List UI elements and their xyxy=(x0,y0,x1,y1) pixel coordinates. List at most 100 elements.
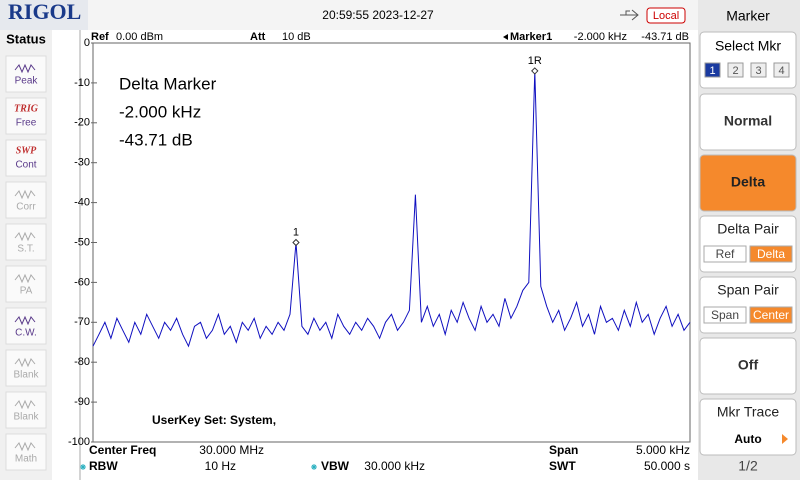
y-tick-label: -20 xyxy=(74,117,90,129)
menu-text: 1/2 xyxy=(738,458,758,474)
y-tick-label: 0 xyxy=(84,37,90,49)
pair-option[interactable] xyxy=(749,245,793,263)
menu-text: Delta xyxy=(731,174,765,190)
arrow xyxy=(782,434,788,444)
status-label: PA xyxy=(20,286,33,297)
info: -2.000 kHz xyxy=(574,31,627,43)
star xyxy=(80,464,86,470)
plot-frame xyxy=(92,42,691,443)
marker xyxy=(531,67,539,75)
mkr-option[interactable] xyxy=(727,62,744,78)
status-tile xyxy=(5,223,47,261)
chart: 0 -10 -20 -30 -40 -50 -60 -70 -80 -90 -100 Ref 0.00 … xyxy=(68,30,691,480)
status-item[interactable]: SWP Cont xyxy=(5,139,47,177)
menu-button[interactable] xyxy=(699,337,797,395)
mkr-option-label: 2 xyxy=(732,65,738,77)
mkr-option[interactable] xyxy=(704,62,721,78)
y-tick-label: -90 xyxy=(74,396,90,408)
footer: Span xyxy=(549,443,578,457)
status-item[interactable]: Peak xyxy=(5,55,47,93)
footer: 5.000 kHz xyxy=(636,443,690,457)
y-tick-label: -70 xyxy=(74,316,90,328)
status-label: Corr xyxy=(16,202,36,213)
mkr-option-label: 3 xyxy=(755,65,761,77)
y-tick-label: -80 xyxy=(74,356,90,368)
userkey: UserKey Set: System, xyxy=(152,413,276,427)
status-tile xyxy=(5,433,47,471)
trace xyxy=(92,70,691,348)
menu-button[interactable] xyxy=(699,398,797,456)
status-item[interactable]: Corr xyxy=(5,181,47,219)
status-item[interactable]: PA xyxy=(5,265,47,303)
status-label: Cont xyxy=(15,160,36,171)
status-icon xyxy=(14,63,36,74)
mkr-option[interactable] xyxy=(750,62,767,78)
info: 0.00 dBm xyxy=(116,31,163,43)
menu-text: Span xyxy=(711,308,739,322)
usb-icon xyxy=(620,9,639,21)
footer: 30.000 MHz xyxy=(199,443,264,457)
status-label: S.T. xyxy=(17,244,34,255)
status-icon xyxy=(14,231,36,242)
y-tick-label: -30 xyxy=(74,157,90,169)
annotation: -2.000 kHz xyxy=(119,102,201,121)
status-item[interactable]: C.W. xyxy=(5,307,47,345)
top-bar xyxy=(0,0,698,30)
footer: 50.000 s xyxy=(644,459,690,473)
local-box xyxy=(646,7,686,24)
status-label: C.W. xyxy=(15,328,37,339)
status-tile xyxy=(5,265,47,303)
menu-text: Off xyxy=(738,357,759,373)
datetime: 20:59:55 2023-12-27 xyxy=(322,8,434,22)
menu-button[interactable] xyxy=(699,154,797,212)
footer: VBW xyxy=(321,459,350,473)
footer: 10 Hz xyxy=(205,459,236,473)
annotation: -43.71 dB xyxy=(119,130,193,149)
pair-option[interactable] xyxy=(703,245,747,263)
status-title: Status xyxy=(6,31,46,46)
menu-text: Mkr Trace xyxy=(717,404,779,420)
status-label: Math xyxy=(15,454,37,465)
marker-label: 1R xyxy=(528,55,542,67)
info: Ref xyxy=(91,31,109,43)
status-item[interactable]: TRIG Free xyxy=(5,97,47,135)
menu-text: Normal xyxy=(724,113,772,129)
status-tile xyxy=(5,349,47,387)
footer: SWT xyxy=(549,459,576,473)
menu-text: Delta Pair xyxy=(717,221,779,237)
marker xyxy=(292,238,300,247)
footer: RBW xyxy=(89,459,118,473)
y-tick-label: -10 xyxy=(74,77,90,89)
status-icon xyxy=(14,399,36,410)
info: 10 dB xyxy=(282,31,311,43)
status-icon xyxy=(14,315,36,326)
marker-label: 1 xyxy=(293,226,299,238)
mkr-option-label: 1 xyxy=(709,65,715,77)
menu-text: Span Pair xyxy=(717,282,779,298)
pair-option[interactable] xyxy=(749,306,793,324)
status-label: Blank xyxy=(13,412,39,423)
info: -43.71 dB xyxy=(641,31,689,43)
menu-button[interactable] xyxy=(699,93,797,151)
status-tile xyxy=(5,55,47,93)
menu-button[interactable] xyxy=(699,31,797,89)
mkr-option-label: 4 xyxy=(778,65,784,77)
menu-text: Select Mkr xyxy=(715,38,781,54)
status-item[interactable]: Blank xyxy=(5,391,47,429)
y-tick-label: -50 xyxy=(74,236,90,248)
status-label: Free xyxy=(16,118,37,129)
status-item[interactable]: Blank xyxy=(5,349,47,387)
pair-option[interactable] xyxy=(703,306,747,324)
status-item[interactable]: S.T. xyxy=(5,223,47,261)
menu-text: Ref xyxy=(716,247,735,261)
status-tile xyxy=(5,391,47,429)
info: Marker1 xyxy=(510,31,552,43)
mkr-option[interactable] xyxy=(773,62,790,78)
y-tick-label: -60 xyxy=(74,276,90,288)
status-icon xyxy=(14,273,36,284)
status-item[interactable]: Math xyxy=(5,433,47,471)
menu-text: Center xyxy=(753,308,789,322)
